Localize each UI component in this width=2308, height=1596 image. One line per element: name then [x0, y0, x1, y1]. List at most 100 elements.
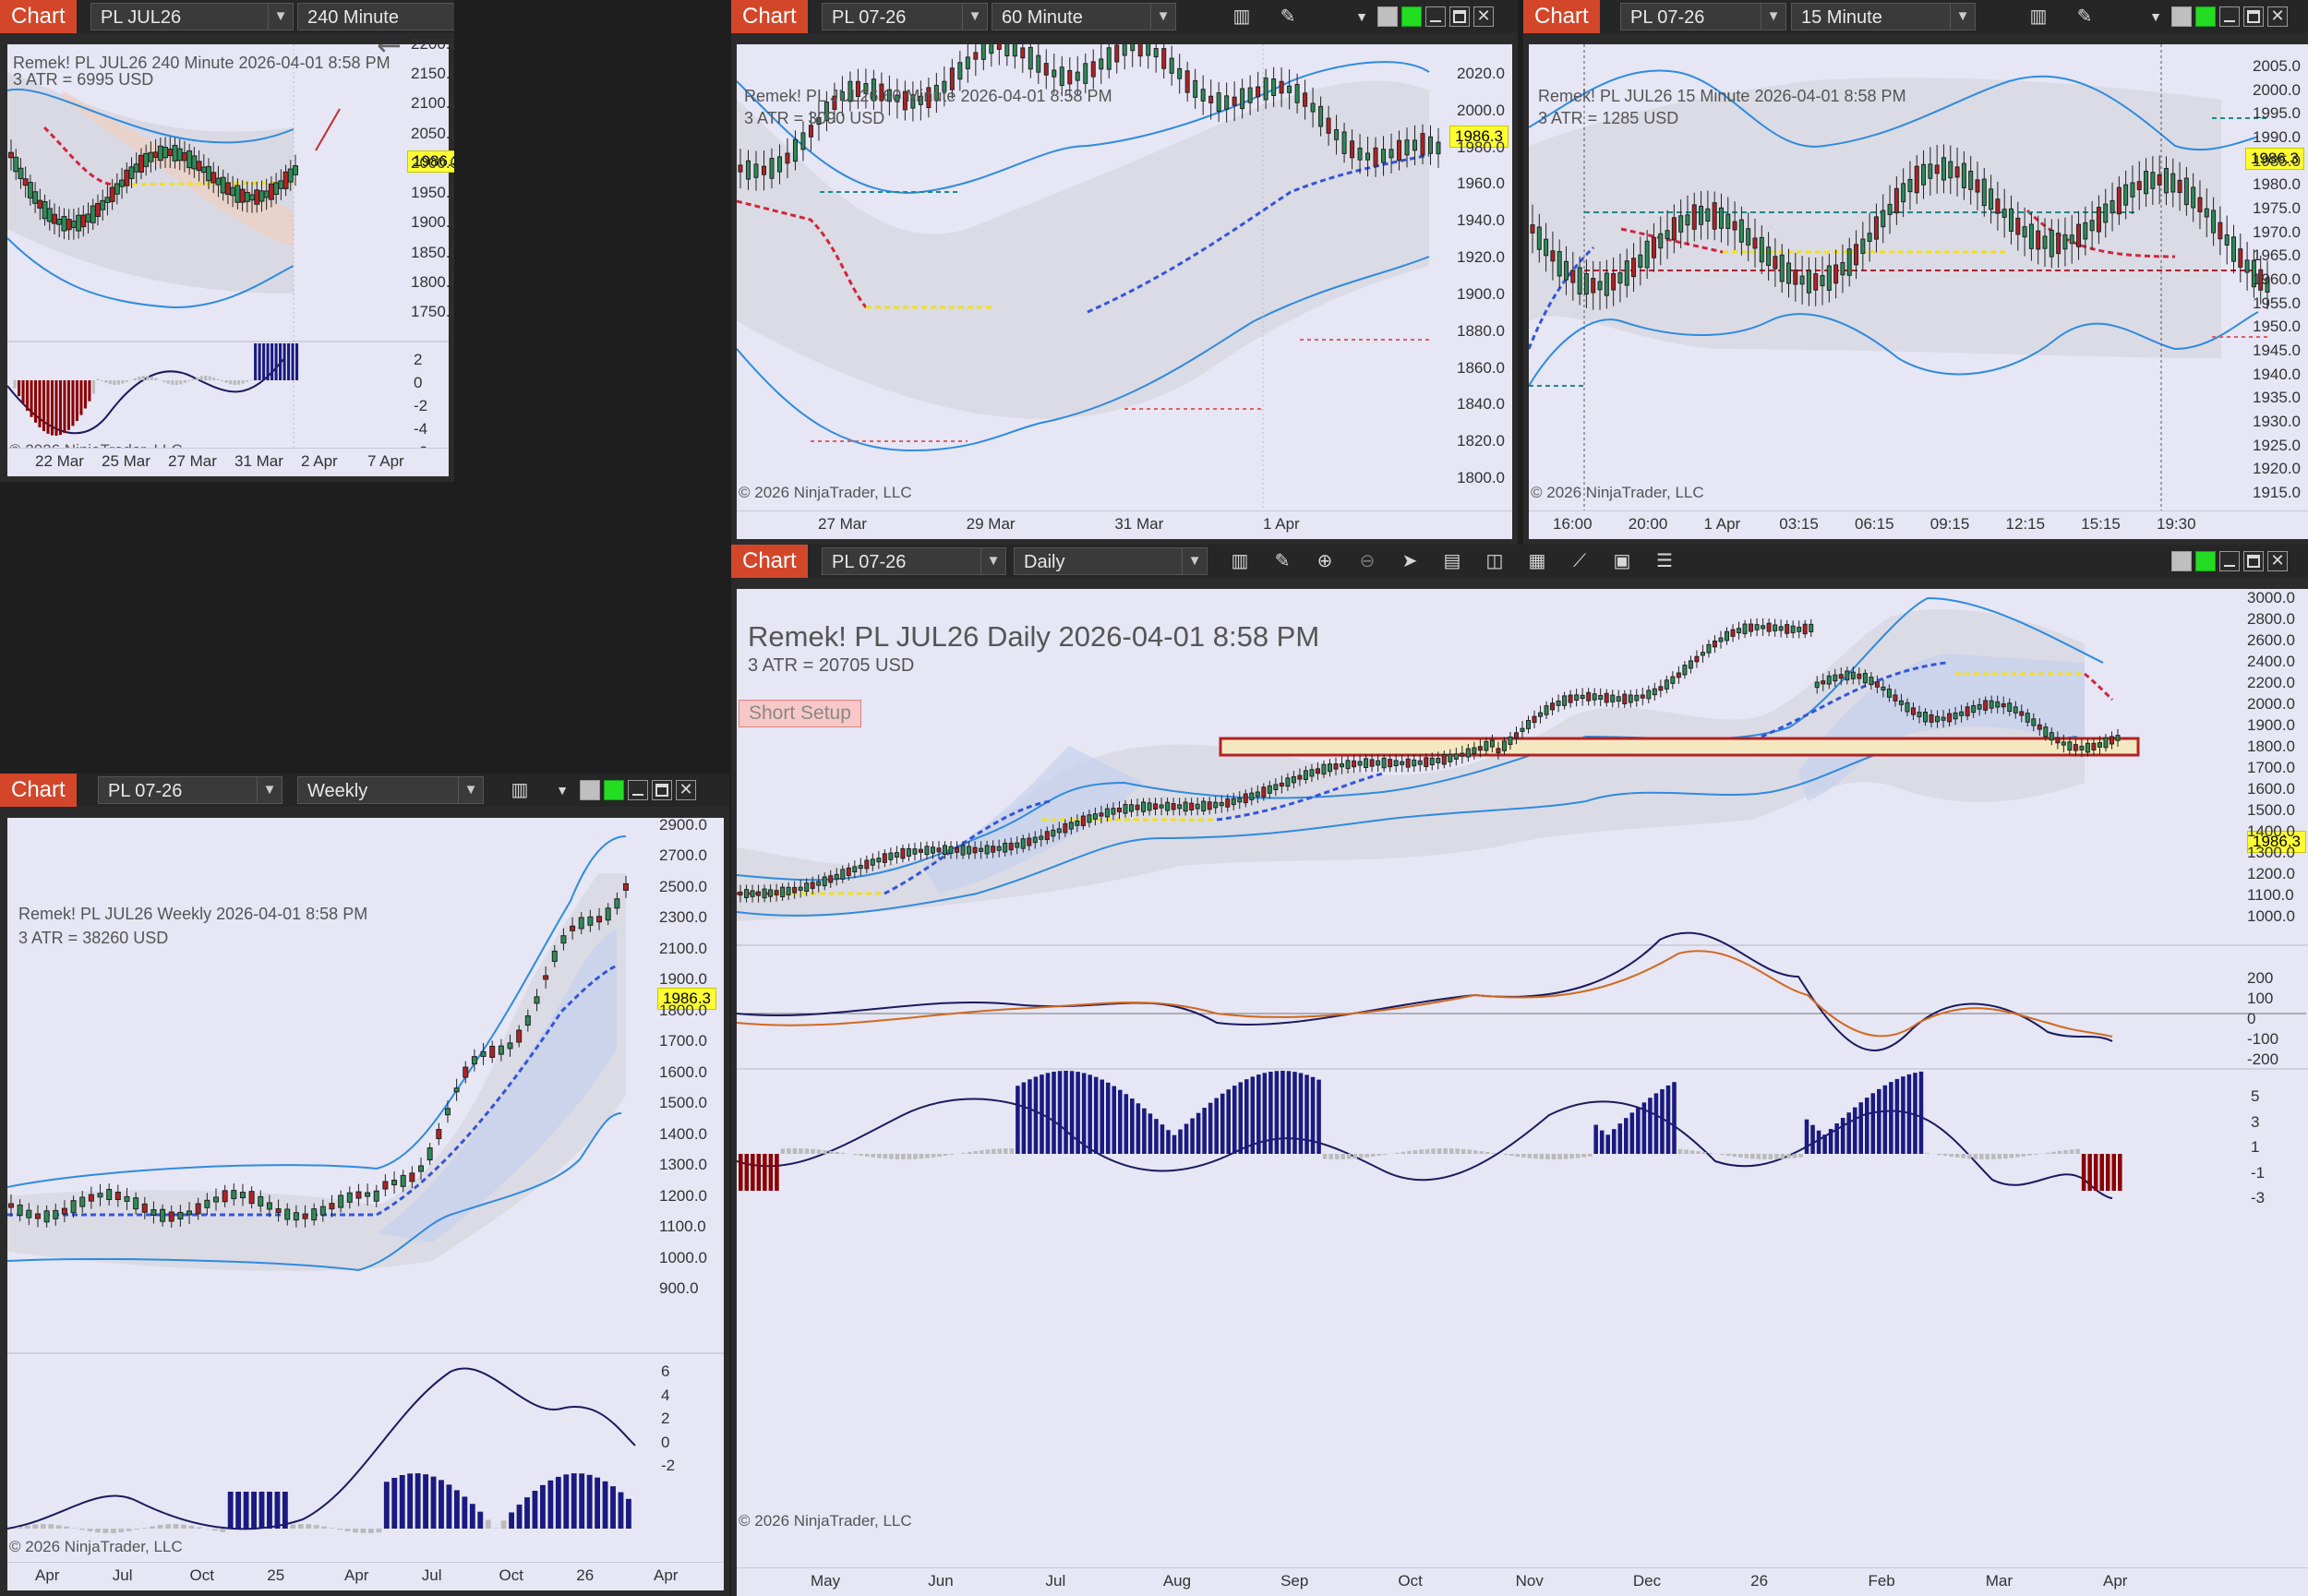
chart-area[interactable]: Remek! PL JUL26 Daily 2026-04-01 8:58 PM…: [737, 589, 2308, 1596]
chart-tab-label[interactable]: Chart: [0, 774, 77, 807]
histogram-bar: [64, 1526, 70, 1529]
price-bar: [79, 1191, 86, 1214]
link-color-green-icon[interactable]: [2195, 6, 2216, 27]
price-bar: [311, 1203, 318, 1226]
minimize-icon[interactable]: [628, 780, 648, 800]
interval-selector[interactable]: 15 Minute ▼: [1791, 3, 1976, 30]
chart-style-icon[interactable]: ▥: [511, 780, 529, 800]
minimize-icon[interactable]: [2219, 551, 2240, 571]
price-bar: [34, 1205, 41, 1228]
price-bar: [365, 1183, 371, 1206]
chart-title: Remek! PL JUL26 60 Minute 2026-04-01 8:5…: [744, 87, 1112, 105]
histogram-bar: [1310, 1076, 1316, 1154]
chart-area[interactable]: Remek! PL JUL26 60 Minute 2026-04-01 8:5…: [737, 44, 1512, 539]
drawing-tool-icon[interactable]: ✎: [1280, 6, 1296, 27]
chart-area[interactable]: Remek! PL JUL26 Weekly 2026-04-01 8:58 P…: [7, 816, 724, 1590]
histogram-bar: [407, 1473, 414, 1529]
chevron-down-icon[interactable]: ▼: [268, 4, 293, 30]
minimize-icon[interactable]: [2219, 6, 2240, 27]
price-bar: [1616, 690, 1621, 708]
instrument-selector[interactable]: PL 07-26 ▼: [822, 3, 988, 30]
chart-tab-label[interactable]: Chart: [731, 0, 808, 33]
drawing-tool-icon[interactable]: ✎: [2076, 6, 2093, 27]
interval-selector[interactable]: 60 Minute ▼: [992, 3, 1176, 30]
chart-area[interactable]: ← Remek! PL JUL26 240 Minute 2026-04-01 …: [7, 35, 454, 476]
instrument-selector[interactable]: PL JUL26 ▼: [90, 3, 294, 30]
maximize-icon[interactable]: [2243, 551, 2264, 571]
chevron-down-icon[interactable]: ▼: [1182, 548, 1207, 574]
chevron-down-icon[interactable]: ▼: [962, 4, 987, 30]
interval-selector[interactable]: Daily ▼: [1014, 547, 1208, 575]
window-color-gray-icon[interactable]: [2171, 6, 2192, 27]
price-bar: [186, 1201, 193, 1224]
indicators-icon[interactable]: ⟋: [1573, 551, 1586, 571]
interval-selector[interactable]: Weekly ▼: [297, 776, 484, 804]
dropdown-arrow-icon[interactable]: ▼: [1355, 9, 1368, 24]
price-bar: [1759, 225, 1764, 274]
close-icon[interactable]: ✕: [676, 780, 696, 800]
chart-tab-label[interactable]: Chart: [0, 0, 77, 33]
histogram-bar: [166, 380, 170, 384]
maximize-icon[interactable]: [652, 780, 672, 800]
price-bar: [2036, 215, 2041, 265]
zoom-in-icon[interactable]: ⊕: [1316, 551, 1333, 571]
window-color-gray-icon[interactable]: [2171, 551, 2192, 571]
chevron-down-icon[interactable]: ▼: [1950, 4, 1975, 30]
strategies-icon[interactable]: ▣: [1613, 551, 1631, 571]
drawing-tool-icon[interactable]: ✎: [1274, 551, 1291, 571]
histogram-bar: [1124, 1094, 1129, 1154]
minimize-icon[interactable]: [1425, 6, 1446, 27]
price-bar: [2025, 708, 2030, 727]
chart-tab-label[interactable]: Chart: [1523, 0, 1600, 33]
dropdown-arrow-icon[interactable]: ▼: [556, 783, 569, 798]
dropdown-arrow-icon[interactable]: ▼: [2149, 9, 2162, 24]
chart-style-icon[interactable]: ▥: [1232, 6, 1251, 27]
atr-label: 3 ATR = 38260 USD: [18, 929, 169, 947]
close-icon[interactable]: ✕: [2267, 551, 2288, 571]
data-box-icon[interactable]: ▤: [1443, 551, 1461, 571]
close-icon[interactable]: ✕: [2267, 6, 2288, 27]
window-color-gray-icon[interactable]: [1377, 6, 1398, 27]
list-icon[interactable]: ☰: [1656, 551, 1673, 571]
short-setup-button[interactable]: Short Setup: [739, 700, 861, 727]
instrument-selector[interactable]: PL 07-26 ▼: [822, 547, 1006, 575]
maximize-icon[interactable]: [2243, 6, 2264, 27]
maximize-icon[interactable]: [1449, 6, 1470, 27]
interval-value: 60 Minute: [1002, 7, 1083, 28]
histogram-bar: [287, 343, 291, 380]
histogram-bar: [1701, 1152, 1707, 1154]
pointer-icon[interactable]: ➤: [1401, 551, 1418, 571]
interval-selector[interactable]: 240 Minute▼: [297, 3, 454, 30]
price-bar: [2251, 249, 2256, 298]
chevron-down-icon[interactable]: ▼: [257, 777, 282, 803]
price-bar: [1797, 620, 1802, 639]
link-color-green-icon[interactable]: [2195, 551, 2216, 571]
instrument-selector[interactable]: PL 07-26 ▼: [1620, 3, 1786, 30]
chart-style-icon[interactable]: ▥: [2029, 6, 2048, 27]
instrument-selector[interactable]: PL 07-26 ▼: [98, 776, 282, 804]
histogram-bar: [1593, 1124, 1598, 1154]
bar-chart-icon[interactable]: ▦: [1528, 551, 1546, 571]
chart-tab-label[interactable]: Chart: [731, 545, 808, 578]
zoom-out-icon[interactable]: ⊖: [1359, 551, 1376, 571]
window-color-gray-icon[interactable]: [580, 780, 600, 800]
time-axis-tick: 19:30: [2157, 515, 2196, 533]
price-bar: [930, 841, 935, 859]
link-color-green-icon[interactable]: [1401, 6, 1422, 27]
chart-area[interactable]: Remek! PL JUL26 15 Minute 2026-04-01 8:5…: [1529, 44, 2308, 539]
link-color-green-icon[interactable]: [604, 780, 624, 800]
chart-style-icon[interactable]: ▥: [1231, 551, 1249, 571]
histogram-bar: [1901, 1076, 1905, 1154]
chevron-down-icon[interactable]: ▼: [458, 777, 483, 803]
chevron-down-icon[interactable]: ▼: [1761, 4, 1785, 30]
price-bar: [1334, 114, 1340, 155]
price-bar: [1833, 249, 1839, 299]
histogram-bar: [961, 1152, 966, 1154]
chevron-down-icon[interactable]: ▼: [1150, 4, 1175, 30]
price-bar: [2191, 173, 2196, 222]
axis-tick: 1500.0: [2247, 801, 2295, 819]
close-icon[interactable]: ✕: [1473, 6, 1494, 27]
properties-icon[interactable]: ◫: [1485, 551, 1504, 571]
chevron-down-icon[interactable]: ▼: [980, 548, 1005, 574]
histogram-bar: [1569, 1154, 1574, 1159]
